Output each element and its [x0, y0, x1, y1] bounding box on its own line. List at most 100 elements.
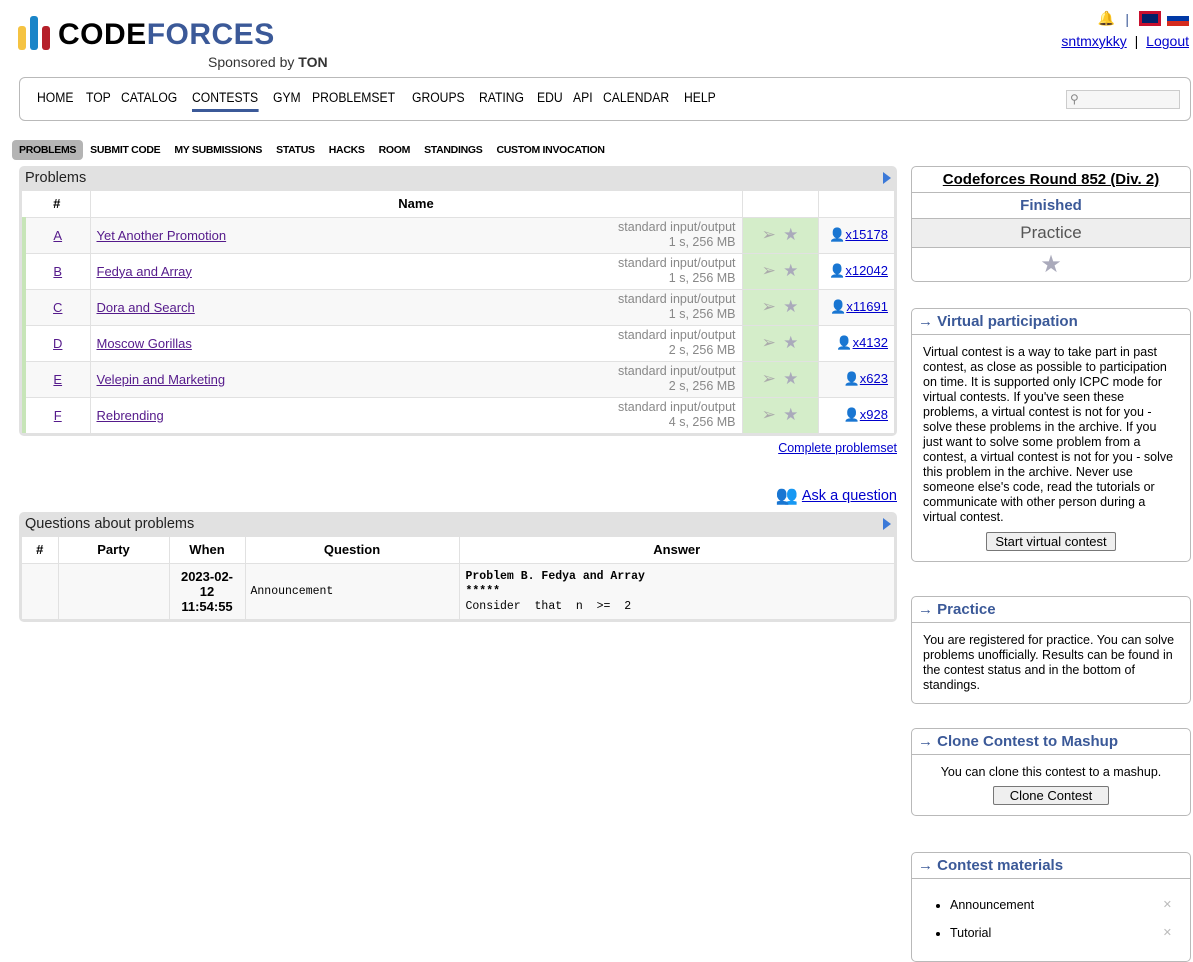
submit-icon[interactable]: ➢ [761, 333, 776, 352]
virtual-participation-box: → Virtual participation Virtual contest … [911, 308, 1191, 562]
problem-io: standard input/output [618, 256, 736, 270]
favourite-star-icon[interactable]: ★ [783, 261, 799, 280]
virtual-title: → Virtual participation [912, 309, 1190, 335]
menu-contests[interactable]: CONTESTS [191, 86, 258, 112]
col-answer: Answer [458, 537, 894, 563]
favourite-star-icon[interactable]: ★ [1040, 251, 1062, 278]
submit-icon[interactable]: ➢ [761, 369, 776, 388]
clone-contest-button[interactable]: Clone Contest [992, 786, 1110, 805]
question-when: 2023-02-12 11:54:55 [168, 562, 245, 619]
problem-row: C Dora and Search standard input/output 1 … [22, 288, 894, 325]
subtab-my-submissions[interactable]: MY SUBMISSIONS [174, 144, 263, 156]
expand-arrow-icon[interactable] [883, 172, 891, 184]
expand-arrow-icon[interactable] [883, 518, 891, 530]
contest-materials-box: → Contest materials Announcement✕Tutoria… [911, 852, 1191, 962]
submit-icon[interactable]: ➢ [761, 405, 776, 425]
problem-name-link[interactable]: Dora and Search [96, 299, 195, 315]
menu-edu[interactable]: EDU [536, 90, 563, 105]
favourite-star-icon[interactable]: ★ [783, 333, 799, 352]
ask-question-icon[interactable]: 👥 [775, 485, 798, 505]
solved-count-link[interactable]: x11691 [846, 299, 888, 314]
problem-name-link[interactable]: Yet Another Promotion [96, 227, 227, 243]
problem-index-link[interactable]: E [53, 371, 63, 387]
codeforces-logo[interactable]: CODEFORCES Sponsored by TON [18, 16, 328, 70]
problem-index-link[interactable]: B [53, 263, 63, 279]
problem-name-link[interactable]: Moscow Gorillas [96, 335, 192, 351]
problem-index-link[interactable]: D [53, 335, 63, 351]
search-input[interactable]: ⚲ [1066, 90, 1180, 109]
close-icon[interactable]: ✕ [1162, 927, 1172, 939]
problem-name-link[interactable]: Velepin and Marketing [96, 371, 226, 387]
practice-title: → Practice [912, 597, 1190, 623]
problem-limits: 1 s, 256 MB [668, 307, 736, 321]
menu-problemset[interactable]: PROBLEMSET [311, 90, 395, 105]
subtab-hacks[interactable]: HACKS [328, 144, 365, 156]
menu-home[interactable]: HOME [37, 90, 74, 105]
solved-count-link[interactable]: x928 [859, 407, 888, 423]
solved-count-link[interactable]: x4132 [852, 335, 888, 350]
contest-name-link[interactable]: Codeforces Round 852 (Div. 2) [942, 171, 1160, 188]
subtab-submit-code[interactable]: SUBMIT CODE [90, 144, 161, 156]
problem-row: B Fedya and Array standard input/output 1 … [22, 252, 894, 289]
username-link[interactable]: sntmxykky [1061, 33, 1127, 49]
favourite-star-icon[interactable]: ★ [783, 297, 799, 316]
submit-icon[interactable]: ➢ [761, 225, 776, 244]
menu-top[interactable]: TOP [85, 90, 111, 105]
subtab-standings[interactable]: STANDINGS [424, 144, 483, 156]
ask-question-link[interactable]: Ask a question [801, 487, 897, 504]
problem-name-link[interactable]: Fedya and Array [96, 263, 192, 279]
user-icon: 👤 [829, 227, 846, 242]
solved-count-link[interactable]: x623 [859, 371, 888, 386]
user-area: 🔔 | sntmxykky | Logout [1061, 10, 1189, 49]
menu-gym[interactable]: GYM [273, 90, 301, 105]
material-link[interactable]: Tutorial [950, 926, 992, 940]
contest-subtabs: PROBLEMS SUBMIT CODE MY SUBMISSIONS STATUS H… [12, 140, 612, 160]
submit-icon[interactable]: ➢ [761, 297, 776, 316]
complete-problemset-link[interactable]: Complete problemset [778, 441, 897, 455]
start-virtual-contest-button[interactable]: Start virtual contest [986, 532, 1116, 551]
questions-title: Questions about problems [25, 516, 195, 532]
menu-groups[interactable]: GROUPS [412, 90, 465, 105]
material-link[interactable]: Announcement [950, 898, 1035, 912]
contest-status: Finished [912, 193, 1190, 219]
subtab-problems[interactable]: PROBLEMS [12, 140, 84, 160]
problem-index-link[interactable]: A [53, 227, 63, 243]
problem-limits: 1 s, 256 MB [668, 271, 736, 285]
menu-rating[interactable]: RATING [478, 90, 524, 105]
notification-bell-icon[interactable]: 🔔 [1097, 10, 1116, 26]
submit-icon[interactable]: ➢ [761, 261, 776, 280]
russian-flag-icon[interactable] [1167, 11, 1189, 26]
solved-count-link[interactable]: x15178 [845, 227, 888, 242]
practice-box: → Practice You are registered for practi… [911, 596, 1191, 704]
logout-link[interactable]: Logout [1146, 33, 1189, 49]
problems-title: Problems [25, 170, 87, 186]
close-icon[interactable]: ✕ [1162, 899, 1172, 911]
menu-api[interactable]: API [573, 90, 593, 105]
problem-name-link[interactable]: Rebrending [96, 407, 164, 423]
question-row: 2023-02-12 11:54:55 Announcement Problem… [22, 562, 894, 619]
solved-count-link[interactable]: x12042 [845, 263, 888, 278]
logo-forces: FORCES [146, 18, 275, 51]
problem-index-link[interactable]: F [53, 407, 62, 423]
problem-io: standard input/output [618, 364, 736, 378]
problem-limits: 2 s, 256 MB [668, 343, 736, 357]
virtual-text: Virtual contest is a way to take part in… [923, 345, 1174, 524]
subtab-room[interactable]: ROOM [378, 144, 411, 156]
sponsor-text: Sponsored by TON [208, 54, 328, 70]
subtab-status[interactable]: STATUS [276, 144, 315, 156]
user-icon: 👤 [836, 335, 853, 350]
contest-info-box: Codeforces Round 852 (Div. 2) Finished P… [911, 166, 1191, 282]
problems-table: # Name A Yet Another Promotion standard i… [22, 191, 894, 433]
english-flag-icon[interactable] [1139, 11, 1161, 26]
contest-mode: Practice [912, 219, 1190, 248]
favourite-star-icon[interactable]: ★ [783, 369, 799, 388]
favourite-star-icon[interactable]: ★ [783, 225, 799, 244]
favourite-star-icon[interactable]: ★ [783, 405, 799, 425]
problem-io: standard input/output [618, 220, 736, 234]
problem-index-link[interactable]: C [53, 299, 63, 315]
menu-catalog[interactable]: CATALOG [121, 90, 178, 105]
subtab-custom-invocation[interactable]: CUSTOM INVOCATION [496, 144, 605, 156]
menu-help[interactable]: HELP [684, 90, 717, 105]
material-item: Tutorial ✕ [950, 919, 1190, 947]
menu-calendar[interactable]: CALENDAR [602, 90, 670, 105]
